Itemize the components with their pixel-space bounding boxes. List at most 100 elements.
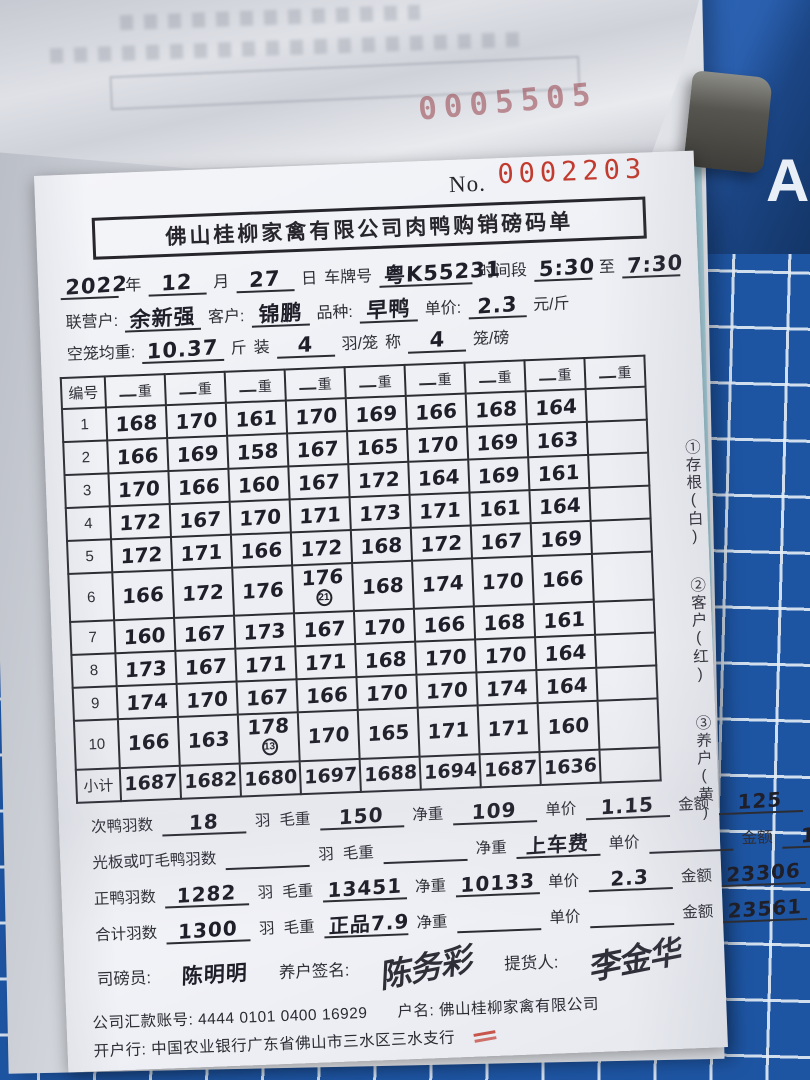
weight-cell: 169 [167, 435, 229, 472]
handwritten-weight: 170 [424, 644, 467, 671]
underline-field: 23561 [721, 894, 807, 923]
bank-account-number: 4444 0101 0400 16929 [197, 1004, 368, 1028]
weight-column-header: 重 [524, 358, 586, 392]
weight-header-char: 重 [197, 379, 213, 397]
weight-cell: 170 [165, 402, 228, 439]
row-id: 9 [72, 686, 118, 722]
account-holder: 户名: 佛山桂柳家禽有限公司 [397, 992, 599, 1022]
handwritten-value: 23306 [725, 857, 801, 887]
field-label: 品种: [316, 304, 354, 323]
underline-field: 109 [451, 797, 537, 826]
field-suffix: 羽 [317, 845, 335, 864]
weight-header-char: 重 [557, 366, 572, 383]
handwritten-value: 1282 [176, 879, 237, 908]
handwritten-weight: 164 [538, 492, 582, 519]
handwritten-weight: 167 [183, 620, 226, 647]
handwritten-weight: 169 [540, 525, 583, 552]
underline-field: 锦鹏 [251, 300, 310, 328]
field-label: 毛重 [281, 882, 314, 901]
handwritten-weight: 170 [484, 641, 527, 669]
field-label: 客户: [207, 308, 245, 327]
handwritten-weight: 167 [480, 527, 523, 555]
weight-cell: 173 [115, 651, 177, 687]
weight-cell [593, 599, 655, 636]
handwritten-weight: 161 [235, 404, 278, 432]
weight-cell: 174 [116, 684, 178, 720]
handwritten-weight: 170 [295, 402, 338, 430]
weight-header-char: 重 [257, 377, 273, 395]
handwritten-value: 10.37 [146, 335, 219, 364]
underline-field: 正品7.9 [323, 909, 409, 939]
underline-field: 150 [318, 802, 404, 831]
weight-cell: 160 [537, 701, 600, 752]
weight-cell: 163 [526, 421, 589, 458]
field-suffix: 羽 [257, 884, 274, 902]
underline-field: 早鸭 [359, 296, 419, 324]
handwritten-weight: 171 [487, 715, 530, 743]
weight-cell: 167 [169, 501, 231, 538]
weight-cell: 171 [477, 703, 540, 754]
field-label: 金额 [682, 903, 714, 922]
folded-stub-sheet: 0005505 [0, 0, 702, 173]
field-label: 金额 [680, 867, 713, 886]
handwritten-weight: 161 [543, 606, 586, 634]
weight-cell: 168 [352, 560, 414, 612]
signature: 李金华 [589, 930, 683, 988]
circled-annotation: 13 [261, 738, 278, 757]
handwritten-weight: 171 [304, 648, 348, 676]
blank-underline [298, 376, 316, 390]
weight-cell: 164 [535, 635, 597, 671]
weight-cell [590, 518, 652, 554]
weight-cell [589, 485, 651, 521]
underline-field: 1300 [165, 916, 251, 945]
handwritten-value: 上车费 [525, 829, 590, 859]
handwritten-value: 余新强 [129, 304, 197, 333]
handwritten-weight: 168 [115, 409, 158, 437]
handwritten-value: 27 [249, 266, 282, 293]
binder-clip [683, 70, 773, 174]
handwritten-weight: 168 [364, 646, 407, 674]
weight-cell: 173 [234, 613, 296, 649]
underline-field: 125 [717, 787, 803, 815]
weight-cell: 166 [405, 393, 467, 429]
handwritten-value: 4 [428, 327, 446, 353]
weight-cell: 172 [410, 525, 473, 561]
weight-cell: 171 [170, 534, 233, 570]
handwritten-weight: 166 [127, 729, 170, 756]
handwritten-weight: 172 [300, 534, 343, 562]
handwritten-weight: 164 [535, 393, 578, 420]
field-label: 净重 [416, 913, 448, 932]
underline-field [224, 843, 310, 870]
underline-field: 12 [147, 270, 207, 297]
weight-cell: 17813 [237, 712, 300, 764]
handwritten-weight: 163 [536, 426, 579, 453]
weight-cell: 158 [227, 433, 289, 469]
holder-label: 户名: [397, 1001, 435, 1021]
handwritten-weight: 167 [246, 683, 289, 711]
blank-underline [238, 379, 256, 392]
handwritten-weight: 168 [361, 572, 405, 600]
weight-cell: 168 [105, 405, 168, 441]
handwritten-weight: 172 [357, 466, 401, 493]
weight-cell: 166 [296, 677, 358, 713]
weight-header-char: 重 [317, 375, 332, 392]
underline-field [648, 827, 733, 854]
handwritten-weight: 166 [305, 681, 349, 709]
handwritten-weight: 158 [236, 437, 279, 465]
handwritten-value: 2.3 [476, 292, 518, 319]
handwritten-weight: 174 [485, 674, 529, 702]
handwritten-weight: 171 [244, 650, 288, 678]
underline-field: 上车费 [515, 829, 601, 859]
field-label: 单价 [547, 872, 580, 891]
weight-cell: 172 [290, 530, 353, 566]
underline-field [382, 837, 468, 864]
handwritten-weight: 170 [175, 407, 218, 434]
handwritten-value: 13451 [326, 873, 402, 902]
handwritten-weight: 166 [541, 565, 585, 593]
weight-cell: 161 [469, 490, 531, 526]
underline-field: 1282 [164, 879, 250, 909]
underline-field [588, 901, 674, 928]
handwritten-value: 1.15 [600, 791, 655, 820]
underline-field: 4 [407, 327, 467, 354]
